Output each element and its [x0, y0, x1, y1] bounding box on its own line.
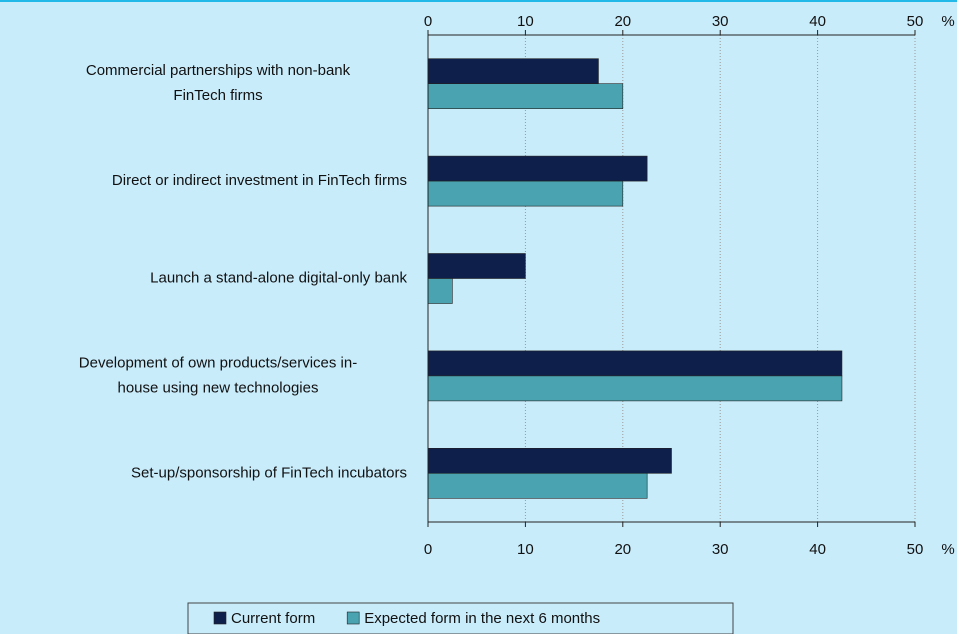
bar: [427, 83, 624, 109]
legend-label: Expected form in the next 6 months: [364, 610, 600, 627]
x-tick-label-top: 30: [712, 13, 729, 30]
x-tick-label-top: 20: [614, 13, 631, 30]
bar: [427, 278, 453, 304]
y-tick-label: Development of own products/services in-…: [79, 354, 357, 396]
x-tick-label-top: 40: [809, 13, 826, 30]
y-tick-label: Direct or indirect investment in FinTech…: [112, 172, 407, 189]
x-tick-label-top: 50: [907, 13, 924, 30]
legend-label: Current form: [231, 610, 315, 627]
x-tick-label-bottom: 40: [809, 541, 826, 558]
bar: [427, 375, 843, 402]
bar: [427, 180, 624, 207]
legend-swatch: [213, 611, 227, 625]
bar: [427, 472, 648, 499]
x-tick-label-bottom: 20: [614, 541, 631, 558]
y-tick-label: Commercial partnerships with non-bank Fin…: [86, 62, 351, 104]
x-tick-label-bottom: 30: [712, 541, 729, 558]
legend-box: [187, 602, 734, 634]
y-tick-label: Set-up/sponsorship of FinTech incubators: [131, 464, 407, 481]
unit-label-bottom: %: [941, 541, 954, 558]
x-tick-label-bottom: 10: [517, 541, 534, 558]
bar: [427, 350, 843, 377]
x-tick-label-bottom: 50: [907, 541, 924, 558]
x-tick-label-top: 0: [424, 13, 432, 30]
x-tick-label-bottom: 0: [424, 541, 432, 558]
y-tick-label: Launch a stand-alone digital-only bank: [150, 269, 407, 286]
x-tick-label-top: 10: [517, 13, 534, 30]
bar: [427, 155, 648, 182]
unit-label-top: %: [941, 13, 954, 30]
bar: [427, 58, 599, 85]
legend-swatch: [346, 611, 360, 625]
bar: [427, 253, 526, 279]
bar: [427, 447, 672, 474]
